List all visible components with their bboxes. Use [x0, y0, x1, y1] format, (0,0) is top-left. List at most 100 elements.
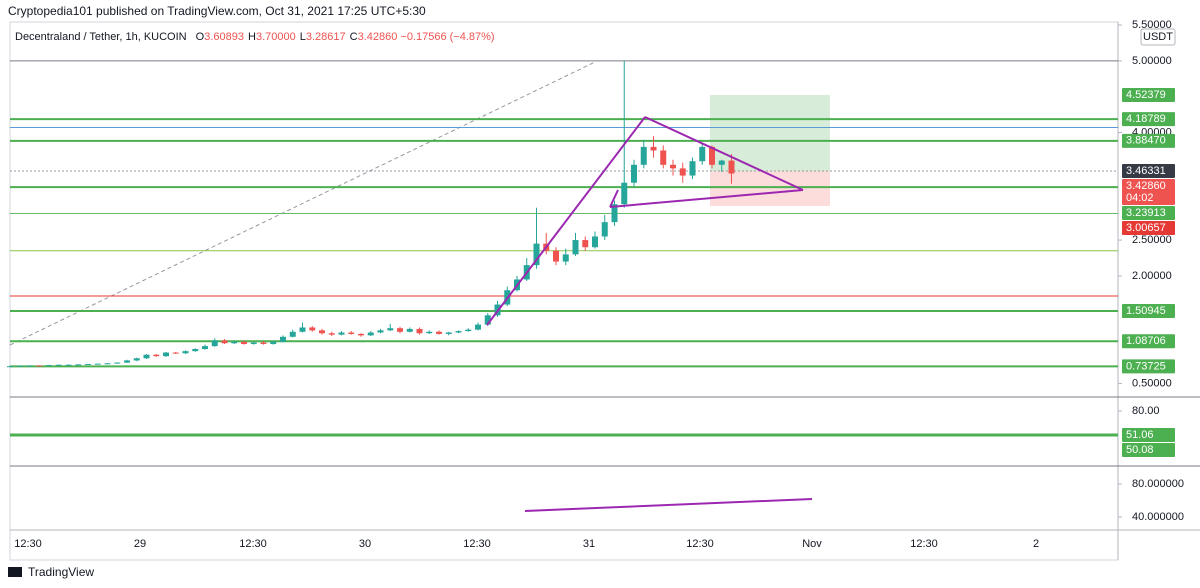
x-tick-label: 12:30: [463, 538, 491, 550]
candle-body: [270, 341, 277, 344]
candle-body: [133, 358, 140, 361]
price-tag: [1122, 164, 1175, 179]
candle-body: [250, 342, 257, 344]
price-tag: [1122, 359, 1175, 374]
unit-box: [1140, 28, 1176, 46]
countdown: 04:02: [1126, 192, 1154, 204]
legend-key: H: [248, 31, 256, 43]
price-tag: [1122, 221, 1175, 236]
price-tag: [1122, 88, 1175, 103]
candle-body: [455, 331, 462, 333]
candle-body: [182, 351, 189, 354]
candle-body: [621, 182, 628, 205]
triangle-drawing: [486, 116, 804, 326]
candle-body: [387, 328, 394, 331]
price-tag-label: 3.23913: [1126, 207, 1166, 219]
trend-line: [644, 116, 804, 191]
price-tag-label: 0.73725: [1126, 360, 1166, 372]
candle-body: [582, 240, 589, 248]
legend-value: 3.42860: [358, 31, 398, 43]
candle-body: [241, 341, 247, 344]
y-tick-label: 80.00: [1132, 405, 1160, 417]
candle-body: [65, 364, 72, 366]
position-stop: [710, 171, 830, 206]
candle-body: [75, 364, 82, 366]
legend-value: 3.60893: [204, 31, 244, 43]
candle-body: [562, 254, 569, 262]
candle-body: [16, 365, 23, 367]
candle-body: [416, 328, 423, 334]
candle-body: [572, 240, 579, 255]
x-tick-label: 12:30: [14, 538, 42, 550]
candle-body: [358, 333, 364, 336]
candle-body: [211, 340, 218, 347]
candle-body: [670, 164, 676, 169]
legend-key: C: [350, 31, 358, 43]
candle-body: [553, 250, 559, 262]
x-tick-label: 31: [583, 538, 595, 550]
candle-body: [445, 332, 452, 334]
candle-body: [163, 352, 169, 357]
y-tick-label: 0.50000: [1132, 377, 1172, 389]
candle-body: [592, 236, 598, 248]
candle-body: [709, 146, 715, 165]
x-tick-label: 29: [134, 538, 146, 550]
candle-body: [26, 365, 33, 367]
trend-line: [609, 189, 619, 208]
price-tag: [1122, 112, 1175, 127]
candle-body: [475, 324, 481, 330]
x-tick-label: 12:30: [910, 538, 938, 550]
y-tick-label: 80.000000: [1132, 478, 1184, 490]
candle-body: [328, 333, 335, 335]
logo: TradingView: [8, 565, 94, 579]
y-tick-label: 2.50000: [1132, 234, 1172, 246]
candle-body: [640, 146, 647, 165]
price-tag-label: 3.00657: [1126, 222, 1166, 234]
candle-body: [319, 330, 325, 334]
logo-icon: [8, 567, 22, 577]
x-tick-label: 30: [359, 538, 371, 550]
price-tag: [1122, 334, 1175, 349]
y-tick-label: 2.00000: [1132, 270, 1172, 282]
candle-body: [299, 327, 306, 332]
candle-body: [153, 354, 160, 357]
candle-body: [348, 332, 355, 334]
candle-body: [484, 315, 491, 325]
candle-body: [718, 160, 725, 165]
footer: TradingView: [28, 565, 94, 579]
candle-body: [679, 168, 686, 176]
x-tick-label: 2: [1033, 538, 1039, 550]
candle-body: [104, 363, 111, 365]
x-tick-label: Nov: [802, 538, 822, 550]
candle-body: [46, 365, 52, 367]
candle-body: [338, 332, 345, 335]
candle-body: [7, 366, 13, 368]
candle-body: [650, 146, 657, 151]
candle-body: [36, 365, 43, 367]
candle-body: [309, 327, 316, 331]
trend-line: [609, 189, 804, 208]
candle-body: [660, 150, 667, 165]
candle-body: [280, 336, 286, 342]
candle-body: [397, 328, 403, 332]
price-tag: [1122, 427, 1175, 442]
price-tag-label: 3.88470: [1126, 135, 1166, 147]
price-tag-label: 4.52379: [1126, 89, 1166, 101]
x-tick-label: 12:30: [686, 538, 714, 550]
trend-line: [486, 116, 646, 326]
candle-body: [631, 164, 637, 183]
candle-body: [406, 328, 413, 332]
candle-body: [465, 329, 472, 332]
candle-body: [601, 222, 608, 237]
indicator-line: [524, 497, 813, 512]
x-tick-label: 12:30: [239, 538, 267, 550]
y-tick-label: 40.000000: [1132, 511, 1184, 523]
symbol: Decentraland / Tether, 1h, KUCOIN: [15, 31, 187, 43]
header: Cryptopedia101 published on TradingView.…: [8, 4, 426, 18]
candle-body: [689, 161, 696, 176]
candle-body: [94, 363, 101, 365]
candle-body: [611, 204, 618, 223]
price-tag-label: 3.42860: [1126, 180, 1166, 192]
candle-body: [699, 146, 706, 162]
